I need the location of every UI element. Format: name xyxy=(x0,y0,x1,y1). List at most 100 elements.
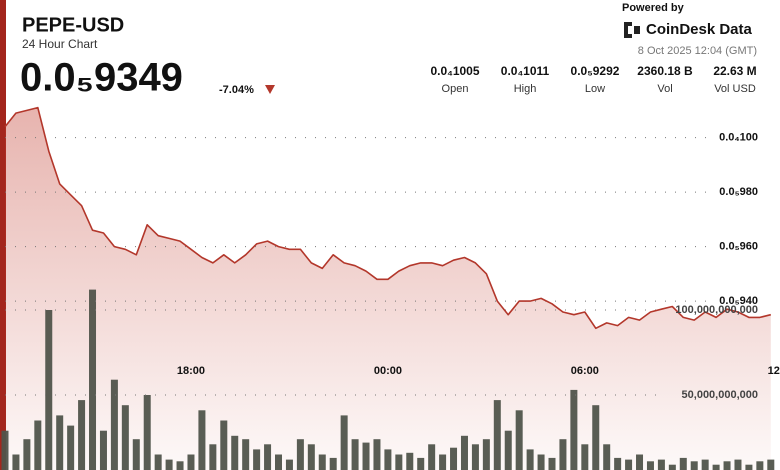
volume-bar xyxy=(110,379,118,470)
volume-bar xyxy=(679,457,687,470)
y2-tick-label: 50,000,000,000 xyxy=(682,389,758,401)
volume-bar xyxy=(460,435,468,470)
volume-bar xyxy=(439,454,447,470)
volume-bar xyxy=(756,461,764,470)
volume-bar xyxy=(56,415,64,470)
volume-bar xyxy=(264,444,272,470)
volume-bar xyxy=(362,442,370,470)
volume-bar xyxy=(318,454,326,470)
volume-bar xyxy=(34,420,42,470)
current-price: 0.0₅9349 xyxy=(20,56,183,100)
volume-bar xyxy=(406,452,414,470)
stat-label: Low xyxy=(585,83,605,95)
volume-bar xyxy=(428,444,436,470)
volume-bar xyxy=(471,444,479,470)
stat-value: 2360.18 B xyxy=(637,64,693,78)
chart-title: PEPE-USD xyxy=(22,14,124,36)
stat-label: Vol xyxy=(657,83,672,95)
volume-bar xyxy=(657,459,665,470)
volume-bar xyxy=(242,439,250,470)
volume-bar xyxy=(220,420,228,470)
volume-bar xyxy=(187,454,195,470)
volume-bar xyxy=(482,439,490,470)
volume-bar xyxy=(285,459,293,470)
stat-value: 0.0₄1011 xyxy=(501,64,550,78)
volume-bar xyxy=(99,430,107,470)
volume-bar xyxy=(89,289,97,470)
volume-bar xyxy=(767,459,775,470)
volume-bar xyxy=(592,405,600,470)
x-tick-label: 12:00 xyxy=(768,365,780,377)
chart-subtitle: 24 Hour Chart xyxy=(22,37,98,51)
volume-bar xyxy=(734,459,742,470)
x-tick-label: 18:00 xyxy=(177,365,205,377)
brand-stripe xyxy=(0,0,6,470)
volume-bar xyxy=(12,454,20,470)
plot-area: 0.0₅940 0.0₅960 0.0₅980 0.0₄100 50,000,000,0… xyxy=(1,106,780,470)
volume-bar xyxy=(384,449,392,470)
volume-bar xyxy=(515,410,523,470)
volume-bar xyxy=(745,464,753,470)
volume-bar xyxy=(701,459,709,470)
volume-bar xyxy=(176,461,184,470)
volume-bar xyxy=(581,444,589,470)
volume-bar xyxy=(165,459,173,470)
x-tick-label: 06:00 xyxy=(571,365,599,377)
volume-bar xyxy=(296,439,304,470)
header: PEPE-USD 24 Hour Chart 0.0₅9349 -7.04% P… xyxy=(20,2,757,100)
bar-layer xyxy=(1,289,775,470)
volume-bar xyxy=(307,444,315,470)
volume-bar xyxy=(231,435,239,470)
powered-by: Powered by xyxy=(622,2,685,14)
volume-bar xyxy=(625,459,633,470)
volume-bar xyxy=(67,425,75,470)
volume-bar xyxy=(121,405,129,470)
area-layer xyxy=(5,107,771,470)
brand-logo xyxy=(624,22,640,38)
volume-bar xyxy=(23,439,31,470)
y-tick-label: 0.0₅940 xyxy=(719,295,758,307)
timestamp: 8 Oct 2025 12:04 (GMT) xyxy=(638,45,757,57)
volume-bar xyxy=(132,439,140,470)
volume-bar xyxy=(646,461,654,470)
y-tick-label: 0.0₄100 xyxy=(719,132,758,144)
volume-bar xyxy=(603,444,611,470)
stat-label: High xyxy=(514,83,537,95)
volume-bar xyxy=(559,439,567,470)
price-change: -7.04% xyxy=(219,84,254,96)
stat-value: 22.63 M xyxy=(713,64,756,78)
volume-bar xyxy=(526,449,534,470)
volume-bar xyxy=(340,415,348,470)
volume-bar xyxy=(570,389,578,470)
volume-bar xyxy=(690,461,698,470)
stat-label: Open xyxy=(442,83,469,95)
price-line xyxy=(4,106,771,330)
volume-bar xyxy=(209,444,217,470)
volume-bar xyxy=(712,464,720,470)
volume-bar xyxy=(351,439,359,470)
volume-bar xyxy=(537,454,545,470)
y-tick-label: 0.0₅960 xyxy=(719,240,758,252)
volume-bar xyxy=(45,310,53,470)
volume-bar xyxy=(493,400,501,470)
volume-bar xyxy=(614,457,622,470)
y2-tick-label: 100,000,000,000 xyxy=(675,304,758,316)
volume-bar xyxy=(78,400,86,470)
y-tick-label: 0.0₅980 xyxy=(719,186,758,198)
volume-bar xyxy=(450,447,458,470)
volume-bar xyxy=(275,454,282,470)
volume-bar xyxy=(668,464,676,470)
volume-bar xyxy=(143,395,151,470)
volume-bar xyxy=(198,410,206,470)
price-area xyxy=(5,107,771,470)
volume-bar xyxy=(548,457,556,470)
x-tick-label: 00:00 xyxy=(374,365,402,377)
volume-bar xyxy=(1,430,9,470)
volume-bar xyxy=(417,457,425,470)
down-arrow xyxy=(265,85,275,94)
volume-bar xyxy=(395,454,403,470)
volume-bar xyxy=(154,454,162,470)
line-layer xyxy=(4,106,771,330)
volume-bar xyxy=(329,457,337,470)
